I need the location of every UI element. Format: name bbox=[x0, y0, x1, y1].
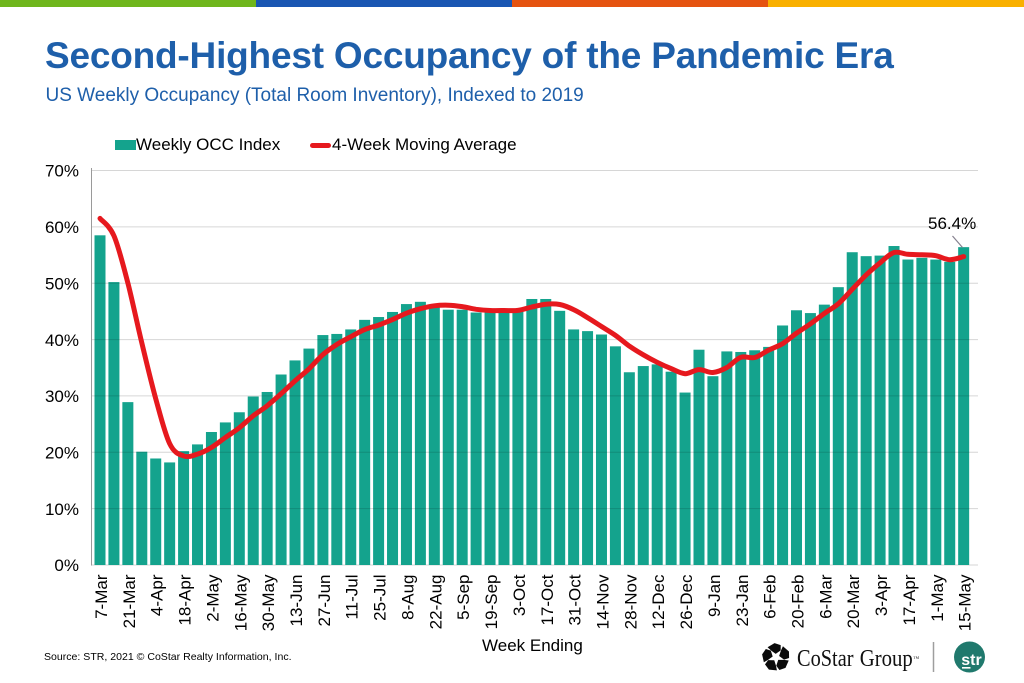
svg-text:5-Sep: 5-Sep bbox=[454, 575, 473, 620]
svg-text:30-May: 30-May bbox=[259, 574, 278, 631]
svg-text:3-Oct: 3-Oct bbox=[510, 574, 529, 616]
svg-text:50%: 50% bbox=[45, 274, 79, 293]
svg-text:CoStar: CoStar bbox=[797, 646, 854, 672]
svg-text:12-Dec: 12-Dec bbox=[649, 574, 668, 629]
svg-text:15-May: 15-May bbox=[956, 574, 975, 631]
svg-text:30%: 30% bbox=[45, 387, 79, 406]
svg-text:str: str bbox=[961, 652, 981, 669]
svg-text:70%: 70% bbox=[45, 162, 79, 181]
svg-text:22-Aug: 22-Aug bbox=[426, 575, 445, 630]
svg-text:0%: 0% bbox=[54, 556, 79, 575]
svg-text:17-Apr: 17-Apr bbox=[900, 574, 919, 625]
svg-text:20-Feb: 20-Feb bbox=[789, 575, 808, 629]
svg-text:6-Feb: 6-Feb bbox=[761, 575, 780, 619]
svg-text:13-Jun: 13-Jun bbox=[287, 575, 306, 627]
svg-text:19-Sep: 19-Sep bbox=[482, 575, 501, 630]
svg-text:20-Mar: 20-Mar bbox=[844, 574, 863, 628]
svg-text:27-Jun: 27-Jun bbox=[315, 575, 334, 627]
svg-text:40%: 40% bbox=[45, 331, 79, 350]
svg-text:10%: 10% bbox=[45, 500, 79, 519]
svg-text:7-Mar: 7-Mar bbox=[92, 574, 111, 619]
svg-text:20%: 20% bbox=[45, 443, 79, 462]
svg-text:2-May: 2-May bbox=[203, 574, 222, 622]
svg-text:18-Apr: 18-Apr bbox=[176, 574, 195, 625]
svg-text:60%: 60% bbox=[45, 218, 79, 237]
svg-text:6-Mar: 6-Mar bbox=[816, 574, 835, 619]
svg-text:28-Nov: 28-Nov bbox=[621, 574, 640, 629]
svg-text:21-Mar: 21-Mar bbox=[120, 574, 139, 628]
svg-text:31-Oct: 31-Oct bbox=[566, 574, 585, 625]
svg-text:™: ™ bbox=[913, 656, 920, 663]
svg-text:26-Dec: 26-Dec bbox=[677, 574, 696, 629]
svg-text:23-Jan: 23-Jan bbox=[733, 575, 752, 627]
svg-text:11-Jul: 11-Jul bbox=[343, 575, 362, 620]
svg-text:25-Jul: 25-Jul bbox=[371, 575, 390, 621]
svg-text:4-Apr: 4-Apr bbox=[148, 574, 167, 616]
svg-text:1-May: 1-May bbox=[928, 574, 947, 622]
svg-text:9-Jan: 9-Jan bbox=[705, 575, 724, 618]
svg-text:17-Oct: 17-Oct bbox=[538, 574, 557, 625]
svg-text:3-Apr: 3-Apr bbox=[872, 574, 891, 616]
svg-text:14-Nov: 14-Nov bbox=[593, 574, 612, 629]
svg-text:8-Aug: 8-Aug bbox=[398, 575, 417, 620]
svg-text:16-May: 16-May bbox=[231, 574, 250, 631]
svg-text:Group: Group bbox=[860, 646, 913, 672]
